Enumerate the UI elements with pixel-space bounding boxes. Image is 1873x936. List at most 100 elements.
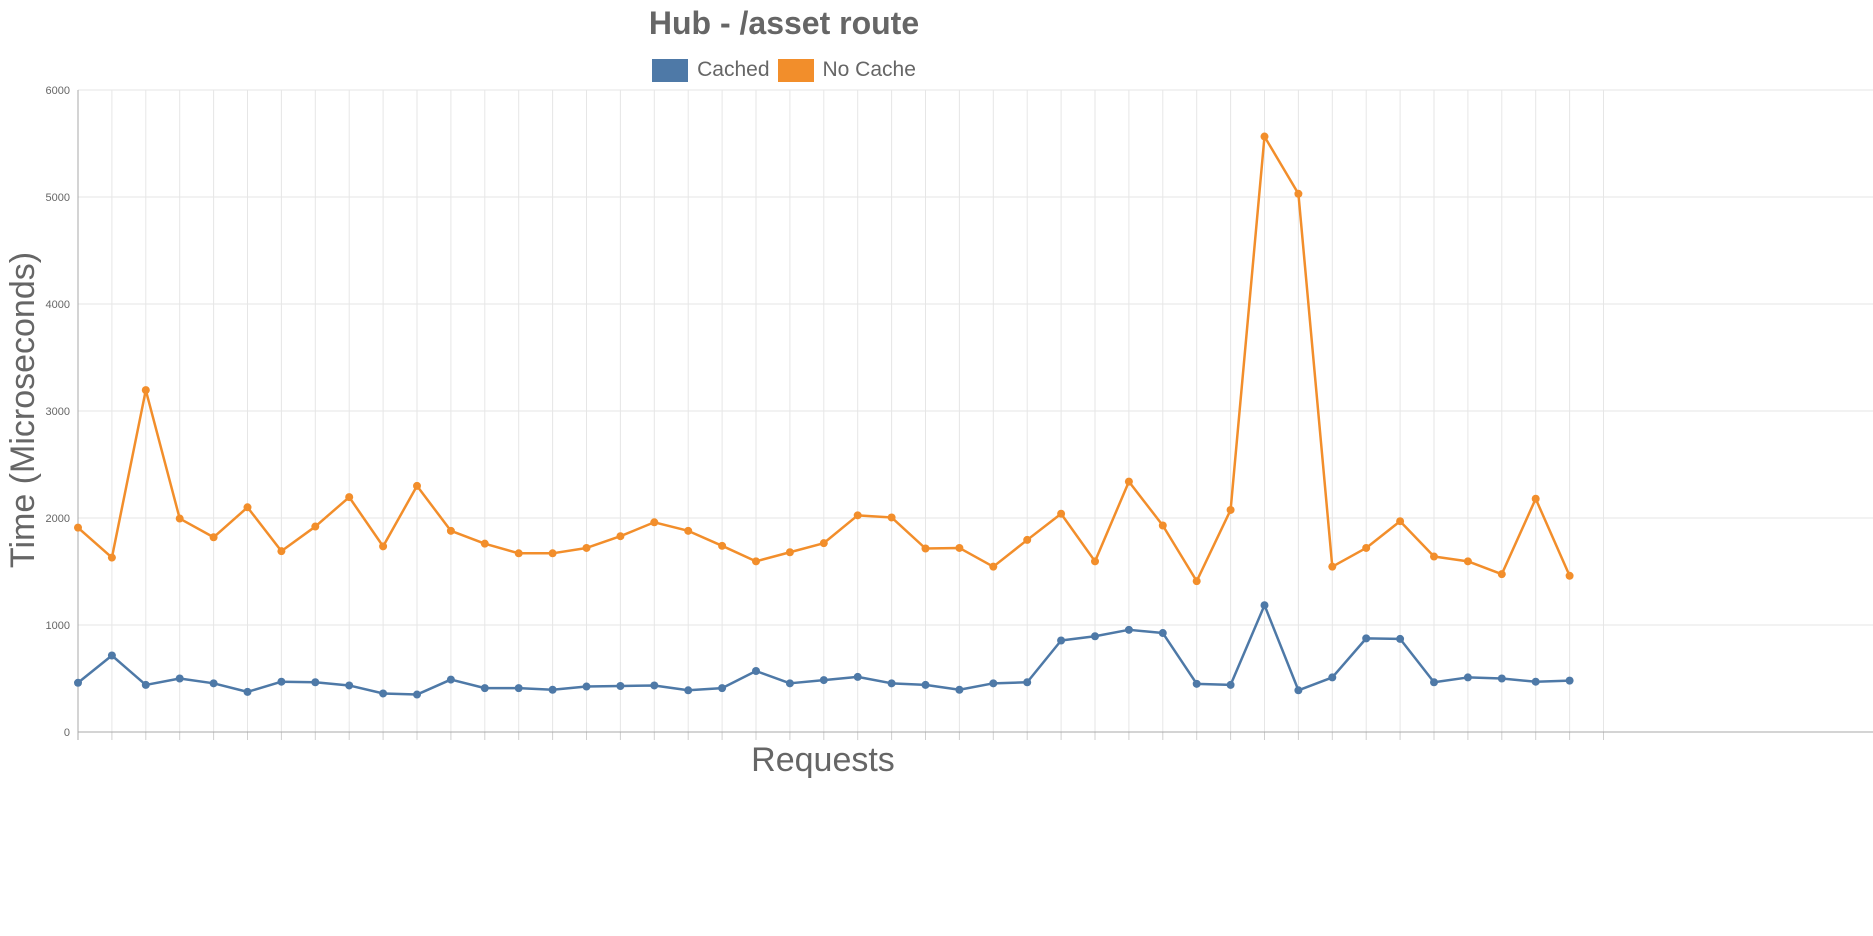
data-point-cached[interactable] [379, 689, 388, 698]
data-point-no-cache[interactable] [582, 543, 591, 552]
data-point-no-cache[interactable] [141, 386, 150, 395]
data-point-cached[interactable] [209, 679, 218, 688]
data-point-no-cache[interactable] [1158, 521, 1167, 530]
data-point-no-cache[interactable] [955, 543, 964, 552]
data-point-no-cache[interactable] [1192, 577, 1201, 586]
data-point-no-cache[interactable] [1463, 557, 1472, 566]
data-point-cached[interactable] [616, 681, 625, 690]
data-point-no-cache[interactable] [514, 549, 523, 558]
data-point-no-cache[interactable] [548, 549, 557, 558]
data-point-cached[interactable] [1463, 673, 1472, 682]
data-point-cached[interactable] [141, 680, 150, 689]
data-point-cached[interactable] [514, 684, 523, 693]
data-point-cached[interactable] [853, 672, 862, 681]
data-point-cached[interactable] [650, 681, 659, 690]
data-point-no-cache[interactable] [277, 547, 286, 556]
data-point-no-cache[interactable] [1497, 570, 1506, 579]
data-point-cached[interactable] [1226, 680, 1235, 689]
data-point-cached[interactable] [1362, 634, 1371, 643]
data-point-no-cache[interactable] [1294, 189, 1303, 198]
data-point-no-cache[interactable] [175, 514, 184, 523]
data-point-cached[interactable] [887, 679, 896, 688]
data-point-no-cache[interactable] [311, 522, 320, 531]
data-point-cached[interactable] [1158, 629, 1167, 638]
series-layer [74, 132, 1574, 699]
data-point-no-cache[interactable] [1260, 132, 1269, 141]
data-point-cached[interactable] [345, 681, 354, 690]
data-point-cached[interactable] [785, 679, 794, 688]
data-point-no-cache[interactable] [1124, 477, 1133, 486]
data-point-no-cache[interactable] [921, 544, 930, 553]
data-point-cached[interactable] [74, 678, 82, 687]
data-point-no-cache[interactable] [1531, 494, 1540, 503]
data-point-no-cache[interactable] [989, 562, 998, 571]
data-point-cached[interactable] [684, 686, 693, 695]
data-point-cached[interactable] [107, 651, 116, 660]
data-point-no-cache[interactable] [1057, 509, 1066, 518]
data-point-no-cache[interactable] [446, 526, 455, 535]
data-point-no-cache[interactable] [1226, 505, 1235, 514]
data-point-cached[interactable] [277, 677, 286, 686]
data-point-cached[interactable] [921, 680, 930, 689]
y-tick-label: 1000 [46, 620, 70, 632]
data-point-no-cache[interactable] [209, 533, 218, 542]
grid-lines [77, 89, 1873, 733]
data-point-cached[interactable] [819, 676, 828, 685]
data-point-no-cache[interactable] [819, 539, 828, 548]
data-point-no-cache[interactable] [887, 513, 896, 522]
data-point-cached[interactable] [955, 685, 964, 694]
data-point-cached[interactable] [1328, 673, 1337, 682]
data-point-no-cache[interactable] [853, 511, 862, 520]
data-point-cached[interactable] [243, 687, 252, 696]
legend-item-no-cache[interactable]: No Cache [777, 58, 916, 82]
data-point-no-cache[interactable] [345, 493, 354, 502]
data-point-cached[interactable] [989, 679, 998, 688]
data-point-no-cache[interactable] [74, 523, 82, 532]
data-point-cached[interactable] [1396, 634, 1405, 643]
data-point-no-cache[interactable] [616, 532, 625, 541]
data-point-cached[interactable] [1294, 686, 1303, 695]
y-axis-title: Time (Microseconds) [4, 252, 42, 568]
data-point-cached[interactable] [1497, 674, 1506, 683]
data-point-cached[interactable] [480, 684, 489, 693]
data-point-cached[interactable] [446, 675, 455, 684]
data-point-cached[interactable] [1531, 677, 1540, 686]
data-point-no-cache[interactable] [480, 539, 489, 548]
y-tick-label: 3000 [46, 406, 70, 418]
data-point-no-cache[interactable] [1565, 571, 1574, 580]
y-tick-label: 2000 [46, 513, 70, 525]
data-point-no-cache[interactable] [718, 541, 727, 550]
data-point-no-cache[interactable] [1328, 562, 1337, 571]
data-point-no-cache[interactable] [785, 548, 794, 557]
data-point-cached[interactable] [175, 674, 184, 683]
data-point-cached[interactable] [1565, 676, 1574, 685]
data-point-no-cache[interactable] [1430, 552, 1438, 561]
data-point-cached[interactable] [1124, 625, 1133, 634]
data-point-cached[interactable] [1430, 678, 1438, 687]
data-point-cached[interactable] [1260, 601, 1269, 610]
data-point-no-cache[interactable] [752, 557, 760, 566]
data-point-cached[interactable] [1091, 632, 1099, 641]
data-point-cached[interactable] [752, 667, 760, 676]
data-point-no-cache[interactable] [107, 553, 116, 562]
data-point-no-cache[interactable] [1362, 543, 1371, 552]
data-point-cached[interactable] [1023, 678, 1032, 687]
data-point-no-cache[interactable] [1396, 517, 1405, 526]
data-point-cached[interactable] [1192, 679, 1201, 688]
data-point-no-cache[interactable] [650, 518, 659, 527]
legend-label-no-cache: No Cache [822, 58, 916, 81]
data-point-no-cache[interactable] [1023, 535, 1032, 544]
data-point-no-cache[interactable] [684, 526, 693, 535]
data-point-cached[interactable] [548, 685, 557, 694]
data-point-cached[interactable] [311, 678, 320, 687]
data-point-no-cache[interactable] [243, 503, 252, 512]
data-point-cached[interactable] [1057, 636, 1066, 645]
data-point-no-cache[interactable] [1091, 557, 1099, 566]
axes: 0 1000 2000 3000 4000 5000 6000 [46, 85, 1873, 740]
data-point-cached[interactable] [718, 684, 727, 693]
data-point-cached[interactable] [582, 682, 591, 691]
data-point-cached[interactable] [413, 690, 421, 699]
data-point-no-cache[interactable] [379, 542, 388, 551]
data-point-no-cache[interactable] [413, 481, 421, 490]
legend-item-cached[interactable]: Cached [652, 58, 770, 82]
